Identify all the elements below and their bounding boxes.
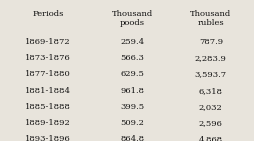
Text: Thousand
poods: Thousand poods	[112, 10, 153, 27]
Text: 1893-1896: 1893-1896	[25, 135, 71, 141]
Text: 2,032: 2,032	[199, 103, 223, 111]
Text: 566.3: 566.3	[120, 54, 144, 62]
Text: 3,593.7: 3,593.7	[195, 70, 227, 79]
Text: 1881-1884: 1881-1884	[25, 87, 71, 95]
Text: 1873-1876: 1873-1876	[25, 54, 71, 62]
Text: 4,868: 4,868	[199, 135, 223, 141]
Text: 1885-1888: 1885-1888	[25, 103, 71, 111]
Text: 1877-1880: 1877-1880	[25, 70, 71, 79]
Text: 259.4: 259.4	[120, 38, 144, 46]
Text: 2,596: 2,596	[199, 119, 223, 127]
Text: 399.5: 399.5	[120, 103, 144, 111]
Text: 2,283.9: 2,283.9	[195, 54, 227, 62]
Text: Periods: Periods	[33, 10, 64, 18]
Text: 6,318: 6,318	[199, 87, 223, 95]
Text: 1869-1872: 1869-1872	[25, 38, 71, 46]
Text: 629.5: 629.5	[120, 70, 144, 79]
Text: 509.2: 509.2	[120, 119, 144, 127]
Text: 961.8: 961.8	[120, 87, 144, 95]
Text: 787.9: 787.9	[199, 38, 223, 46]
Text: Thousand
rubles: Thousand rubles	[190, 10, 231, 27]
Text: 864.8: 864.8	[120, 135, 144, 141]
Text: 1889-1892: 1889-1892	[25, 119, 71, 127]
